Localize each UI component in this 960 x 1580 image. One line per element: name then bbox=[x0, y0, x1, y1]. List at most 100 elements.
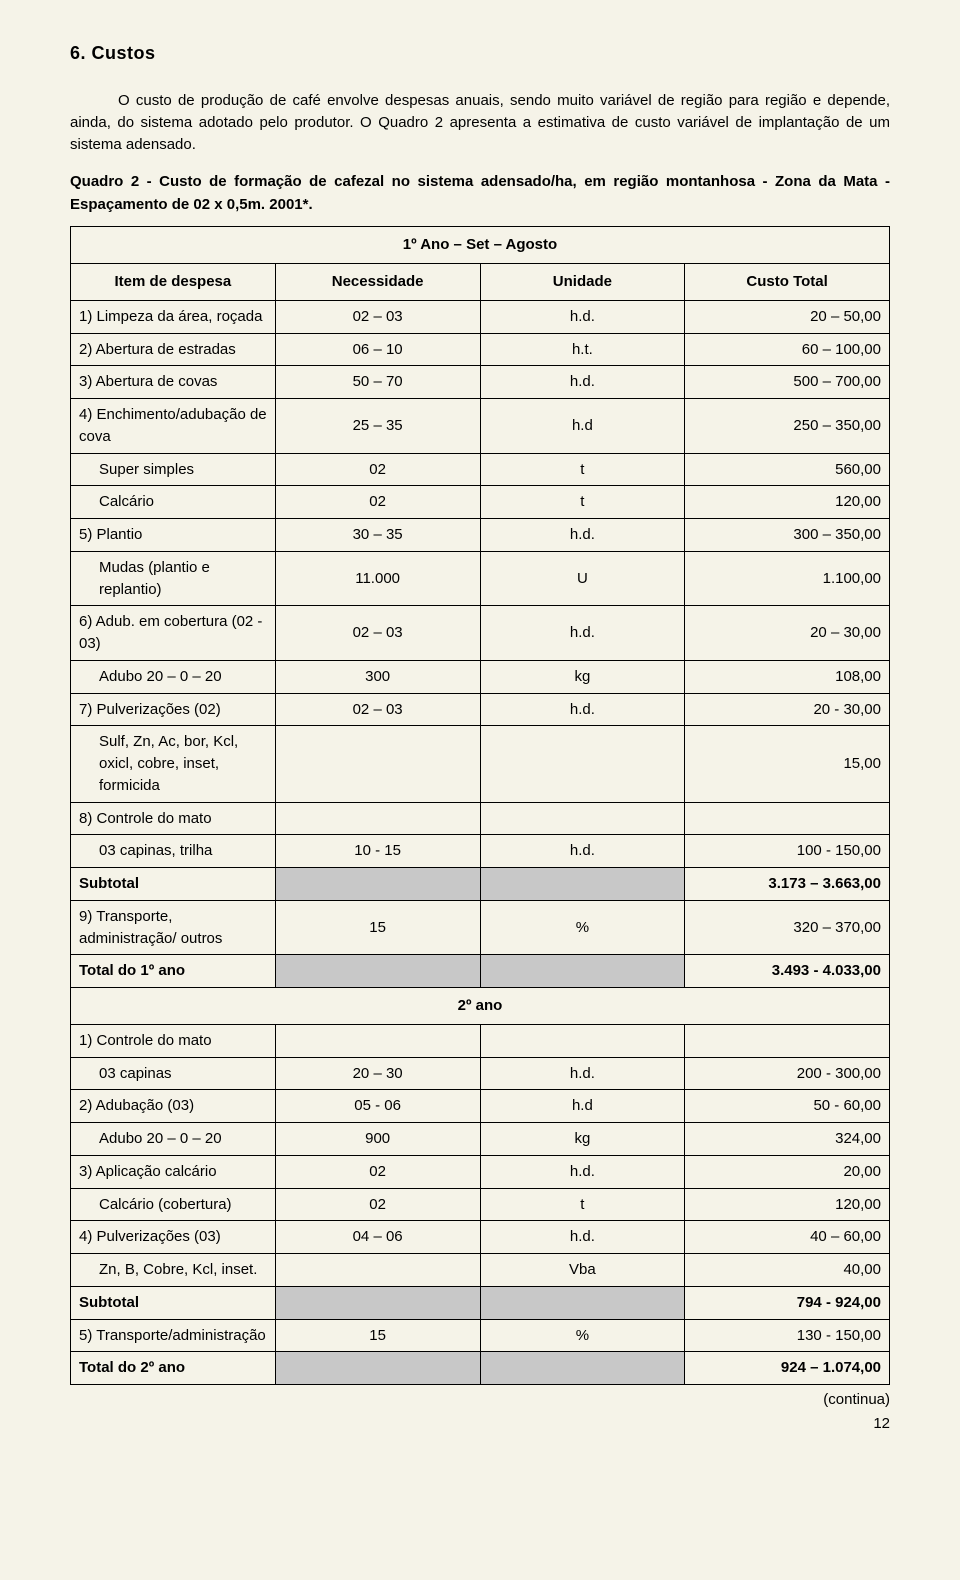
cell-cost: 60 – 100,00 bbox=[685, 333, 890, 366]
total1-nec bbox=[275, 955, 480, 988]
table-row: Sulf, Zn, Ac, bor, Kcl, oxicl, cobre, in… bbox=[71, 726, 890, 802]
cell-nec: 02 bbox=[275, 453, 480, 486]
cell-cost: 300 – 350,00 bbox=[685, 519, 890, 552]
cell-unit: kg bbox=[480, 660, 685, 693]
cell-cost: 40,00 bbox=[685, 1254, 890, 1287]
transport2-cost: 130 - 150,00 bbox=[685, 1319, 890, 1352]
cell-item: 6) Adub. em cobertura (02 - 03) bbox=[71, 606, 276, 661]
cell-unit: kg bbox=[480, 1123, 685, 1156]
cell-nec: 02 bbox=[275, 1155, 480, 1188]
table-row: Zn, B, Cobre, Kcl, inset.Vba40,00 bbox=[71, 1254, 890, 1287]
cell-item: 03 capinas bbox=[71, 1057, 276, 1090]
column-header-row: Item de despesa Necessidade Unidade Cust… bbox=[71, 264, 890, 301]
cell-nec: 02 bbox=[275, 486, 480, 519]
page-number: 12 bbox=[70, 1413, 890, 1435]
table-row: Calcário (cobertura)02t120,00 bbox=[71, 1188, 890, 1221]
subtotal1-cost: 3.173 – 3.663,00 bbox=[685, 868, 890, 901]
cell-unit: h.d. bbox=[480, 300, 685, 333]
cell-unit: h.t. bbox=[480, 333, 685, 366]
table-row: 5) Plantio30 – 35h.d.300 – 350,00 bbox=[71, 519, 890, 552]
transport1-cost: 320 – 370,00 bbox=[685, 900, 890, 955]
cell-cost: 250 – 350,00 bbox=[685, 399, 890, 454]
cell-item: 2) Abertura de estradas bbox=[71, 333, 276, 366]
col-nec-header: Necessidade bbox=[275, 264, 480, 301]
cell-item: Calcário bbox=[71, 486, 276, 519]
cell-unit bbox=[480, 1024, 685, 1057]
table-row: 3) Aplicação calcário02h.d.20,00 bbox=[71, 1155, 890, 1188]
cell-item: Calcário (cobertura) bbox=[71, 1188, 276, 1221]
cell-cost: 1.100,00 bbox=[685, 551, 890, 606]
cell-nec: 05 - 06 bbox=[275, 1090, 480, 1123]
cell-unit: h.d. bbox=[480, 606, 685, 661]
transport1-unit: % bbox=[480, 900, 685, 955]
cell-cost: 100 - 150,00 bbox=[685, 835, 890, 868]
year2-header: 2º ano bbox=[71, 988, 890, 1025]
cost-table: 1º Ano – Set – Agosto Item de despesa Ne… bbox=[70, 226, 890, 1385]
total1-label: Total do 1º ano bbox=[71, 955, 276, 988]
cell-item: 1) Limpeza da área, roçada bbox=[71, 300, 276, 333]
cell-nec: 04 – 06 bbox=[275, 1221, 480, 1254]
cell-nec bbox=[275, 802, 480, 835]
cell-item: 4) Enchimento/adubação de cova bbox=[71, 399, 276, 454]
total1-cost: 3.493 - 4.033,00 bbox=[685, 955, 890, 988]
transport1-row: 9) Transporte, administração/ outros 15 … bbox=[71, 900, 890, 955]
cell-cost: 20,00 bbox=[685, 1155, 890, 1188]
transport2-nec: 15 bbox=[275, 1319, 480, 1352]
table-row: Calcário02t120,00 bbox=[71, 486, 890, 519]
table-row: Super simples02t560,00 bbox=[71, 453, 890, 486]
cell-nec bbox=[275, 1024, 480, 1057]
table-row: 03 capinas, trilha10 - 15h.d.100 - 150,0… bbox=[71, 835, 890, 868]
subtotal1-unit bbox=[480, 868, 685, 901]
cell-unit: h.d. bbox=[480, 1221, 685, 1254]
cell-cost: 120,00 bbox=[685, 486, 890, 519]
table-row: 4) Pulverizações (03)04 – 06h.d.40 – 60,… bbox=[71, 1221, 890, 1254]
table-row: 6) Adub. em cobertura (02 - 03)02 – 03h.… bbox=[71, 606, 890, 661]
cell-item: 2) Adubação (03) bbox=[71, 1090, 276, 1123]
cell-item: Zn, B, Cobre, Kcl, inset. bbox=[71, 1254, 276, 1287]
total2-label: Total do 2º ano bbox=[71, 1352, 276, 1385]
cell-cost: 500 – 700,00 bbox=[685, 366, 890, 399]
cell-cost: 40 – 60,00 bbox=[685, 1221, 890, 1254]
cell-item: 03 capinas, trilha bbox=[71, 835, 276, 868]
cell-nec bbox=[275, 1254, 480, 1287]
year1-header-row: 1º Ano – Set – Agosto bbox=[71, 227, 890, 264]
total1-row: Total do 1º ano 3.493 - 4.033,00 bbox=[71, 955, 890, 988]
cell-nec: 300 bbox=[275, 660, 480, 693]
transport1-nec: 15 bbox=[275, 900, 480, 955]
cell-unit: h.d. bbox=[480, 1057, 685, 1090]
cell-item: 4) Pulverizações (03) bbox=[71, 1221, 276, 1254]
subtotal2-unit bbox=[480, 1286, 685, 1319]
cell-nec: 06 – 10 bbox=[275, 333, 480, 366]
cell-unit: h.d bbox=[480, 399, 685, 454]
cell-nec: 25 – 35 bbox=[275, 399, 480, 454]
total2-nec bbox=[275, 1352, 480, 1385]
cell-item: Sulf, Zn, Ac, bor, Kcl, oxicl, cobre, in… bbox=[71, 726, 276, 802]
transport2-unit: % bbox=[480, 1319, 685, 1352]
table-row: 1) Controle do mato bbox=[71, 1024, 890, 1057]
cell-unit: t bbox=[480, 1188, 685, 1221]
subtotal1-label: Subtotal bbox=[71, 868, 276, 901]
subtotal2-nec bbox=[275, 1286, 480, 1319]
table-row: 7) Pulverizações (02)02 – 03h.d.20 - 30,… bbox=[71, 693, 890, 726]
cell-item: 3) Abertura de covas bbox=[71, 366, 276, 399]
cell-nec: 11.000 bbox=[275, 551, 480, 606]
cell-item: Adubo 20 – 0 – 20 bbox=[71, 1123, 276, 1156]
transport1-item: 9) Transporte, administração/ outros bbox=[71, 900, 276, 955]
cell-unit: h.d. bbox=[480, 519, 685, 552]
cell-cost: 50 - 60,00 bbox=[685, 1090, 890, 1123]
cell-item: 8) Controle do mato bbox=[71, 802, 276, 835]
subtotal1-row: Subtotal 3.173 – 3.663,00 bbox=[71, 868, 890, 901]
subtotal2-row: Subtotal 794 - 924,00 bbox=[71, 1286, 890, 1319]
cell-item: 1) Controle do mato bbox=[71, 1024, 276, 1057]
total2-row: Total do 2º ano 924 – 1.074,00 bbox=[71, 1352, 890, 1385]
section-title: 6. Custos bbox=[70, 40, 890, 66]
cell-unit: h.d. bbox=[480, 835, 685, 868]
cell-cost: 20 - 30,00 bbox=[685, 693, 890, 726]
table-row: 03 capinas20 – 30h.d.200 - 300,00 bbox=[71, 1057, 890, 1090]
cell-item: 5) Plantio bbox=[71, 519, 276, 552]
cell-unit: t bbox=[480, 453, 685, 486]
cell-unit: h.d. bbox=[480, 366, 685, 399]
table-row: 2) Abertura de estradas06 – 10h.t.60 – 1… bbox=[71, 333, 890, 366]
transport2-row: 5) Transporte/administração 15 % 130 - 1… bbox=[71, 1319, 890, 1352]
cell-unit bbox=[480, 726, 685, 802]
